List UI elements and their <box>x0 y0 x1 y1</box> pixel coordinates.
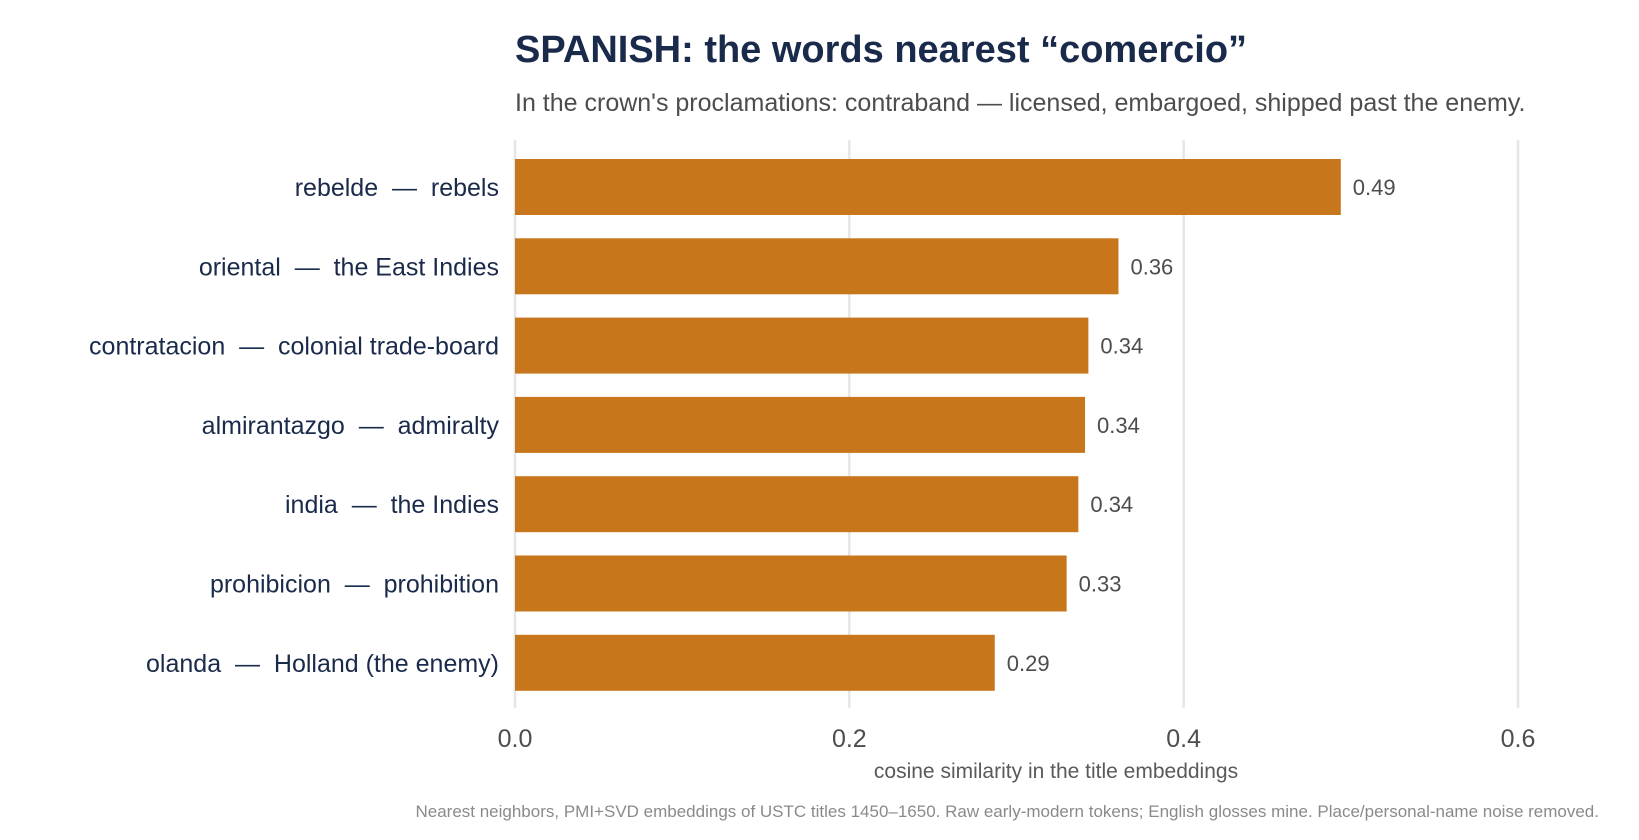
bar <box>515 396 1086 453</box>
chart-caption: Nearest neighbors, PMI+SVD embeddings of… <box>415 802 1599 821</box>
category-label: contratacion — colonial trade-board <box>89 333 499 361</box>
x-tick-label: 0.6 <box>1501 725 1536 753</box>
bars <box>515 159 1341 691</box>
bar <box>515 634 995 691</box>
value-label: 0.34 <box>1097 413 1140 438</box>
category-label: prohibicion — prohibition <box>210 571 499 599</box>
chart-subtitle: In the crown's proclamations: contraband… <box>515 89 1525 117</box>
bar <box>515 238 1119 295</box>
bar <box>515 555 1067 612</box>
value-label: 0.34 <box>1100 334 1143 359</box>
value-label: 0.49 <box>1353 175 1396 200</box>
value-label: 0.36 <box>1130 254 1173 279</box>
value-label: 0.29 <box>1007 651 1050 676</box>
x-tick-label: 0.0 <box>498 725 533 753</box>
bar <box>515 476 1079 533</box>
category-label: olanda — Holland (the enemy) <box>146 650 499 678</box>
category-label: rebelde — rebels <box>295 174 499 202</box>
category-label: oriental — the East Indies <box>199 253 499 281</box>
bar <box>515 317 1089 374</box>
labels: 0.0 0.2 0.4 0.6 rebelde — rebels 0.49 oriental… <box>89 174 1535 753</box>
chart-title: SPANISH: the words nearest “comercio” <box>515 29 1247 71</box>
x-tick-label: 0.2 <box>832 725 867 753</box>
category-label: india — the Indies <box>285 491 499 519</box>
value-label: 0.34 <box>1090 492 1133 517</box>
category-label: almirantazgo — admiralty <box>202 412 500 440</box>
x-axis-title: cosine similarity in the title embedding… <box>874 760 1238 783</box>
bar <box>515 159 1341 215</box>
x-tick-label: 0.4 <box>1166 725 1201 753</box>
value-label: 0.33 <box>1079 572 1122 597</box>
